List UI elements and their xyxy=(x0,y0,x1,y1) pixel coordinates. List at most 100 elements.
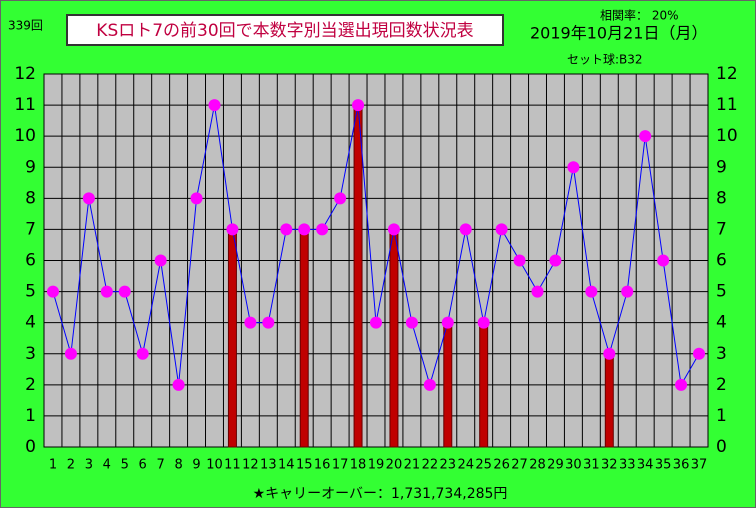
x-tick-label: 7 xyxy=(157,458,165,473)
x-tick-label: 24 xyxy=(457,458,474,473)
marker xyxy=(639,130,652,143)
x-tick-label: 1 xyxy=(49,458,57,473)
y2-tick-label: 7 xyxy=(716,219,727,239)
x-tick-label: 16 xyxy=(314,458,331,473)
y2-tick-label: 0 xyxy=(716,437,727,457)
marker xyxy=(495,223,508,236)
y-tick-label: 0 xyxy=(25,437,36,457)
y2-tick-label: 9 xyxy=(716,157,727,177)
y2-tick-label: 1 xyxy=(716,406,727,426)
x-tick-label: 32 xyxy=(601,458,618,473)
bar xyxy=(299,228,309,448)
set-ball: セット球:B32 xyxy=(567,53,643,67)
y-tick-label: 6 xyxy=(25,251,36,271)
x-tick-label: 25 xyxy=(475,458,492,473)
y2-tick-label: 11 xyxy=(716,95,738,115)
y2-tick-label: 12 xyxy=(716,64,738,84)
marker xyxy=(621,285,634,298)
marker xyxy=(441,316,454,329)
y-tick-label: 4 xyxy=(25,313,36,333)
y-tick-label: 5 xyxy=(25,282,36,302)
marker xyxy=(46,285,59,298)
chart-title: KSロト7の前30回で本数字別当選出現回数状況表 xyxy=(96,21,473,41)
marker xyxy=(298,223,311,236)
draw-count: 339回 xyxy=(8,19,43,33)
x-tick-label: 9 xyxy=(192,458,200,473)
y2-tick-label: 3 xyxy=(716,344,727,364)
y2-tick-label: 5 xyxy=(716,282,727,302)
x-tick-label: 15 xyxy=(296,458,313,473)
x-tick-label: 2 xyxy=(67,458,75,473)
marker xyxy=(316,223,329,236)
y-tick-label: 2 xyxy=(25,375,36,395)
marker xyxy=(136,347,149,360)
x-tick-label: 17 xyxy=(332,458,349,473)
marker xyxy=(262,316,275,329)
x-tick-label: 5 xyxy=(121,458,129,473)
x-tick-label: 21 xyxy=(404,458,421,473)
y2-tick-label: 6 xyxy=(716,251,727,271)
correlation: 相関率： 20% xyxy=(600,8,679,23)
x-tick-label: 6 xyxy=(139,458,147,473)
bar xyxy=(389,228,399,448)
bar xyxy=(227,228,237,448)
y-tick-label: 12 xyxy=(14,64,36,84)
title-box xyxy=(66,14,504,46)
marker xyxy=(567,161,580,174)
x-tick-label: 4 xyxy=(103,458,111,473)
marker xyxy=(244,316,257,329)
marker xyxy=(585,285,598,298)
marker xyxy=(693,347,706,360)
y-tick-label: 11 xyxy=(14,95,36,115)
x-tick-label: 10 xyxy=(206,458,223,473)
marker xyxy=(100,285,113,298)
marker xyxy=(675,378,688,391)
marker xyxy=(477,316,490,329)
marker xyxy=(459,223,472,236)
marker xyxy=(549,254,562,267)
x-tick-label: 3 xyxy=(85,458,93,473)
marker xyxy=(190,192,203,205)
x-tick-label: 18 xyxy=(350,458,367,473)
y-tick-label: 9 xyxy=(25,157,36,177)
date: 2019年10月21日（月） xyxy=(530,24,707,43)
y2-tick-label: 4 xyxy=(716,313,727,333)
marker xyxy=(280,223,293,236)
marker xyxy=(208,99,221,112)
marker xyxy=(154,254,167,267)
marker xyxy=(657,254,670,267)
marker xyxy=(334,192,347,205)
x-tick-label: 35 xyxy=(655,458,672,473)
x-tick-label: 28 xyxy=(529,458,546,473)
marker xyxy=(513,254,526,267)
x-tick-label: 26 xyxy=(493,458,510,473)
x-tick-label: 29 xyxy=(547,458,564,473)
x-tick-label: 23 xyxy=(440,458,457,473)
x-tick-label: 13 xyxy=(260,458,277,473)
y-tick-label: 1 xyxy=(25,406,36,426)
x-tick-label: 37 xyxy=(691,458,708,473)
marker xyxy=(387,223,400,236)
x-tick-label: 36 xyxy=(673,458,690,473)
marker xyxy=(352,99,365,112)
bar xyxy=(353,104,363,448)
marker xyxy=(423,378,436,391)
x-tick-label: 12 xyxy=(242,458,259,473)
x-tick-label: 34 xyxy=(637,458,654,473)
y-tick-label: 3 xyxy=(25,344,36,364)
marker xyxy=(172,378,185,391)
marker xyxy=(405,316,418,329)
y-tick-label: 8 xyxy=(25,188,36,208)
y2-tick-label: 10 xyxy=(716,126,738,146)
x-tick-label: 27 xyxy=(511,458,528,473)
x-tick-label: 31 xyxy=(583,458,600,473)
bar xyxy=(479,322,489,448)
y-tick-label: 10 xyxy=(14,126,36,146)
carryover: ★キャリーオーバー：1,731,734,285円 xyxy=(253,486,508,502)
marker xyxy=(531,285,544,298)
bar xyxy=(604,353,614,448)
x-tick-label: 33 xyxy=(619,458,636,473)
marker xyxy=(118,285,131,298)
x-tick-label: 11 xyxy=(224,458,241,473)
